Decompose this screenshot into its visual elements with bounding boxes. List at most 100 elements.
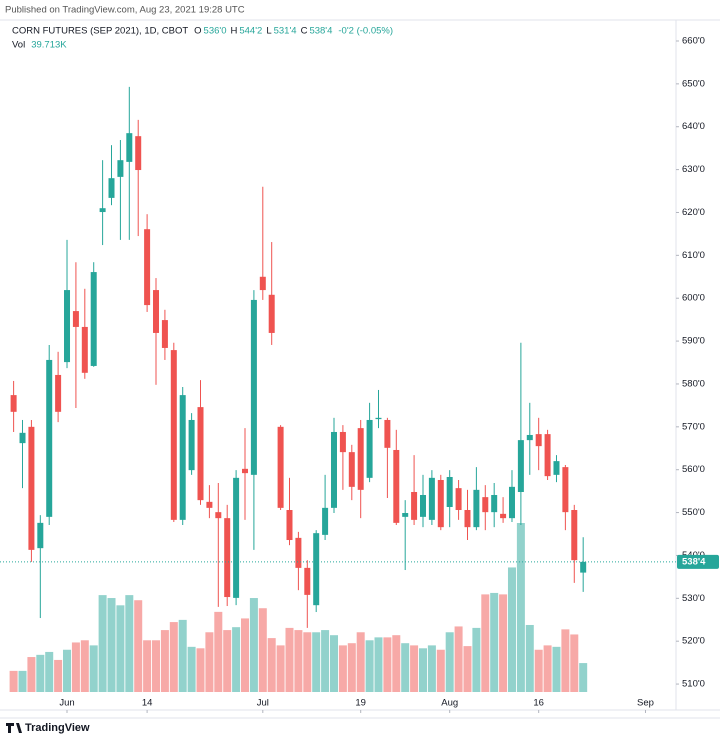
x-tick-label: 16: [533, 698, 544, 709]
candle-body: [571, 510, 578, 561]
volume-bar: [80, 640, 89, 692]
candle-body: [526, 434, 533, 441]
x-tick-label: Jun: [59, 698, 74, 709]
y-tick-label: 550'0: [682, 507, 705, 518]
volume-bar: [258, 608, 267, 692]
volume-bar: [516, 523, 525, 692]
y-tick-label: 560'0: [682, 464, 705, 475]
volume-bar: [454, 626, 463, 692]
volume-bar: [347, 643, 356, 692]
y-tick-label: 570'0: [682, 421, 705, 432]
volume-bar: [401, 643, 410, 692]
volume-bar: [98, 595, 107, 692]
candle-body: [90, 272, 97, 366]
candle-body: [99, 208, 106, 213]
y-tick-label: 640'0: [682, 121, 705, 132]
candle-body: [500, 513, 507, 519]
candle-body: [339, 431, 346, 453]
candle-body: [393, 449, 400, 523]
y-tick-label: 520'0: [682, 636, 705, 647]
candle-body: [242, 468, 249, 474]
volume-bar: [232, 627, 241, 692]
candle-body: [411, 491, 418, 520]
legend-change: -0'2 (-0.05%): [338, 26, 393, 37]
volume-bar: [570, 634, 579, 692]
y-tick-label: 650'0: [682, 78, 705, 89]
volume-bar: [45, 651, 54, 692]
x-tick-label: Jul: [257, 698, 269, 709]
volume-bar: [116, 605, 125, 692]
volume-bar: [321, 630, 330, 692]
volume-bar: [329, 635, 338, 692]
volume-bar: [18, 670, 27, 692]
published-note: Published on TradingView.com, Aug 23, 20…: [5, 5, 245, 16]
volume-bar: [374, 637, 383, 692]
candle-body: [179, 395, 186, 520]
volume-bar: [481, 594, 490, 692]
candle-body: [268, 294, 275, 333]
candle-body: [580, 561, 587, 573]
last-price-label: 538'4: [682, 556, 706, 567]
volume-bar: [490, 592, 499, 692]
volume-bar: [365, 640, 374, 692]
volume-bar: [214, 611, 223, 692]
volume-bar: [241, 618, 250, 692]
candle-body: [259, 276, 266, 291]
volume-bar: [178, 619, 187, 692]
volume-bar: [89, 645, 98, 692]
volume-bar: [152, 640, 161, 692]
volume-bar: [552, 646, 561, 692]
legend-value: 544'2: [239, 26, 262, 37]
candle-body: [366, 419, 373, 478]
volume-bar: [410, 645, 419, 692]
volume-bar: [303, 632, 312, 692]
volume-bar: [338, 645, 347, 692]
volume-bar: [205, 632, 214, 692]
candle-body: [19, 432, 26, 444]
candle-body: [482, 497, 489, 513]
candle-body: [188, 419, 195, 471]
candle-body: [473, 489, 480, 528]
volume-bar: [472, 627, 481, 692]
volume-bar: [9, 670, 18, 692]
candle-body: [517, 440, 524, 492]
legend-value: 538'4: [309, 26, 332, 37]
legend-value: 536'0: [204, 26, 227, 37]
legend-key: C: [301, 26, 308, 37]
volume-bar: [436, 649, 445, 692]
candle-body: [553, 461, 560, 475]
legend-key: L: [266, 26, 271, 37]
candle-body: [126, 133, 133, 162]
candle-body: [161, 320, 168, 348]
candle-body: [375, 417, 382, 420]
volume-bar: [294, 630, 303, 692]
volume-bar: [71, 642, 80, 692]
candle-body: [464, 510, 471, 528]
y-tick-label: 600'0: [682, 293, 705, 304]
candle-body: [322, 507, 329, 535]
legend: CORN FUTURES (SEP 2021), 1D, CBOT O 536'0 H…: [12, 26, 393, 51]
candle-body: [455, 488, 462, 511]
candle-body: [117, 160, 124, 177]
x-tick-label: Sep: [637, 698, 654, 709]
volume-value: 39.713K: [31, 40, 67, 51]
volume-bar: [36, 654, 45, 692]
volume-bar: [579, 663, 588, 692]
candle-body: [286, 510, 293, 541]
legend-title: CORN FUTURES (SEP 2021), 1D, CBOT: [12, 26, 188, 37]
candle-body: [55, 374, 62, 412]
volume-bar: [63, 649, 72, 692]
candle-body: [562, 467, 569, 513]
volume-bar: [196, 648, 205, 692]
candle-body: [72, 311, 79, 327]
legend-value: 531'4: [274, 26, 297, 37]
candle-body: [250, 299, 257, 475]
volume-bar: [418, 648, 427, 692]
volume-bar: [54, 659, 63, 692]
candle-body: [402, 513, 409, 517]
volume-bar: [561, 629, 570, 692]
y-tick-label: 660'0: [682, 36, 705, 47]
candle-body: [277, 426, 284, 508]
candle-body: [153, 290, 160, 333]
